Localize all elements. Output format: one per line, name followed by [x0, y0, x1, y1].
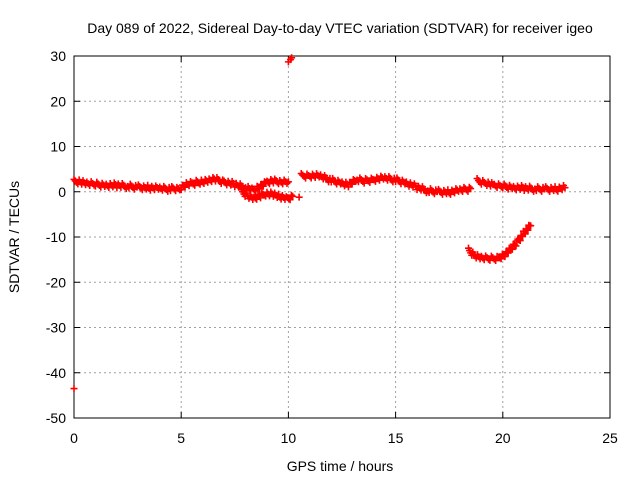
- data-point: [144, 181, 152, 189]
- y-tick-label: 20: [50, 93, 66, 109]
- y-tick-label: 30: [50, 48, 66, 64]
- chart-title: Day 089 of 2022, Sidereal Day-to-day VTE…: [87, 20, 593, 36]
- data-point: [516, 237, 524, 245]
- axis-ticks: 0 5 10 15 20 25 -50 -40 -30 -20 -10 0 10 20 30: [46, 48, 618, 446]
- data-point: [257, 194, 265, 202]
- x-axis-label: GPS time / hours: [287, 458, 394, 474]
- data-point: [512, 242, 520, 250]
- y-axis-label: SDTVAR / TECUs: [6, 181, 22, 293]
- data-point: [254, 184, 262, 192]
- grid-lines: [74, 56, 610, 418]
- series-outliers: [70, 54, 303, 393]
- data-point: [258, 181, 266, 189]
- series-mid-band: [297, 170, 475, 198]
- series-dip-around-9h: [237, 185, 297, 204]
- data-point: [561, 184, 569, 192]
- data-point: [501, 253, 509, 261]
- y-tick-label: -20: [46, 274, 66, 290]
- data-point: [70, 385, 78, 393]
- y-tick-label: -50: [46, 410, 66, 426]
- y-tick-label: -30: [46, 320, 66, 336]
- data-point: [283, 179, 291, 187]
- data-point: [289, 192, 297, 200]
- data-point: [524, 226, 532, 234]
- data-point: [521, 230, 529, 238]
- series-main-band: [70, 173, 292, 195]
- data-point: [251, 186, 259, 194]
- data-point: [284, 178, 292, 186]
- data-point: [465, 183, 473, 191]
- x-tick-label: 15: [388, 430, 404, 446]
- data-point: [347, 179, 355, 187]
- series-late-band: [473, 174, 569, 195]
- x-tick-label: 5: [177, 430, 185, 446]
- data-point: [288, 54, 296, 62]
- data-point: [256, 185, 264, 193]
- data-point: [287, 191, 295, 199]
- data-point: [189, 180, 197, 188]
- data-point: [348, 180, 356, 188]
- x-tick-label: 0: [70, 430, 78, 446]
- data-point: [492, 257, 500, 265]
- data-point: [497, 255, 505, 263]
- data-point: [508, 245, 516, 253]
- data-point: [504, 249, 512, 257]
- data-point: [527, 222, 535, 230]
- y-tick-label: 0: [58, 184, 66, 200]
- y-tick-label: -10: [46, 229, 66, 245]
- data-markers: [70, 54, 569, 393]
- series-lower-arc: [464, 221, 535, 265]
- data-point: [295, 193, 303, 201]
- data-point: [191, 181, 199, 189]
- data-point: [344, 183, 352, 191]
- y-tick-label: 10: [50, 139, 66, 155]
- data-point: [467, 185, 475, 193]
- x-tick-label: 20: [495, 430, 511, 446]
- data-point: [496, 254, 504, 262]
- x-tick-label: 25: [602, 430, 618, 446]
- data-point: [259, 182, 267, 190]
- y-tick-label: -40: [46, 365, 66, 381]
- x-tick-label: 10: [281, 430, 297, 446]
